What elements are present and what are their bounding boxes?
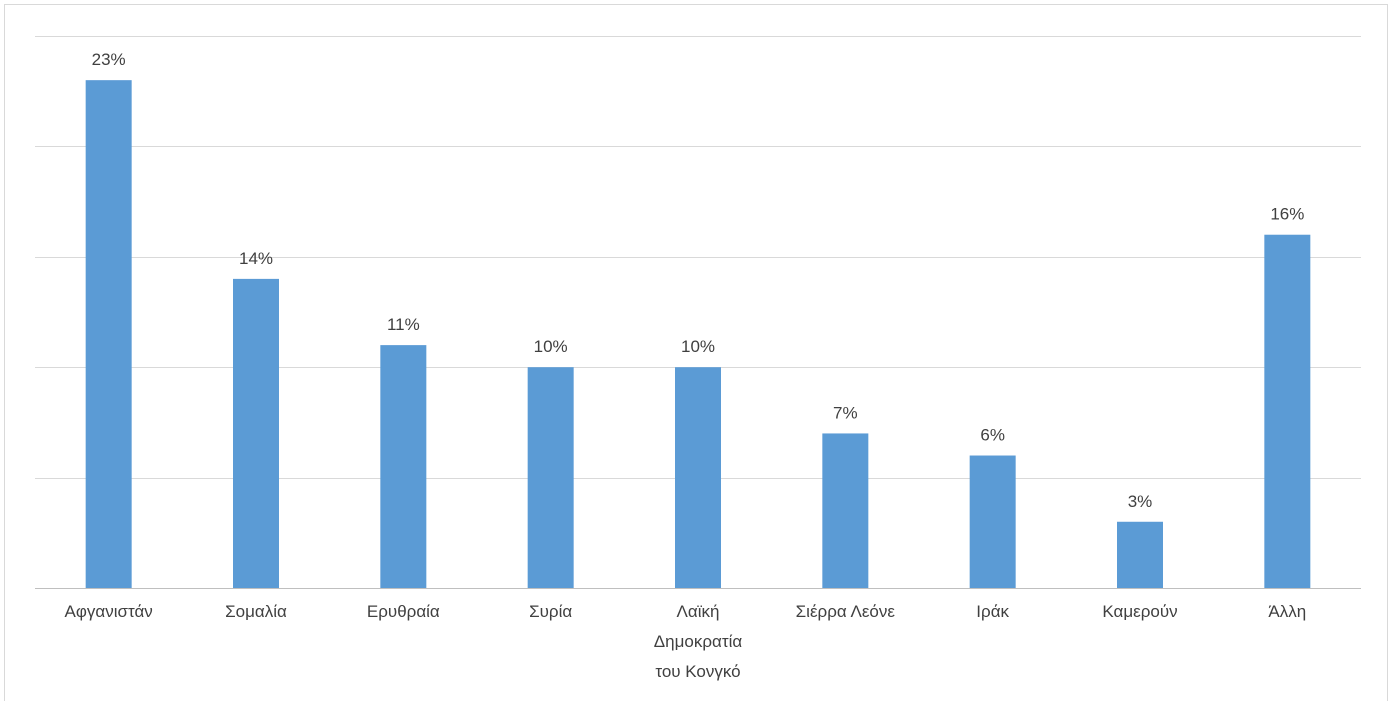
bar xyxy=(969,455,1016,588)
bar xyxy=(527,367,574,588)
data-label: 6% xyxy=(980,426,1005,445)
bar xyxy=(1117,521,1163,588)
bar xyxy=(822,433,869,588)
bar xyxy=(85,80,132,588)
category-label: Λαϊκή Δημοκρατία του Κονγκό xyxy=(654,602,743,681)
category-label: Συρία xyxy=(529,602,572,621)
data-label: 7% xyxy=(833,403,858,422)
data-label: 23% xyxy=(92,50,126,69)
bar xyxy=(675,367,721,588)
data-label: 14% xyxy=(239,249,273,268)
chart-frame: 23% 14% 11% 10% 10% 7% 6% 3% 16% Αφγανιστάν Σομαλ… xyxy=(4,4,1388,701)
category-label: Ιράκ xyxy=(976,602,1009,621)
bar xyxy=(1264,234,1311,588)
bar xyxy=(233,278,279,588)
bar xyxy=(380,345,427,588)
bar-chart: 23% 14% 11% 10% 10% 7% 6% 3% 16% Αφγανιστάν Σομαλ… xyxy=(35,36,1361,681)
category-label: Σομαλία xyxy=(225,602,287,621)
category-label: Αφγανιστάν xyxy=(65,602,153,621)
bars xyxy=(85,80,1311,588)
data-label: 3% xyxy=(1128,492,1153,511)
category-label: Σιέρρα Λεόνε xyxy=(796,602,896,621)
data-labels: 23% 14% 11% 10% 10% 7% 6% 3% 16% xyxy=(92,50,1305,511)
data-label: 10% xyxy=(534,337,568,356)
category-label: Άλλη xyxy=(1268,602,1306,621)
data-label: 11% xyxy=(387,315,420,334)
category-label: Καμερούν xyxy=(1102,602,1177,621)
data-label: 10% xyxy=(681,337,715,356)
category-label: Ερυθραία xyxy=(367,602,440,621)
data-label: 16% xyxy=(1270,205,1304,224)
category-labels: Αφγανιστάν Σομαλία Ερυθραία Συρία Λαϊκή Δημοκ… xyxy=(65,602,1307,681)
